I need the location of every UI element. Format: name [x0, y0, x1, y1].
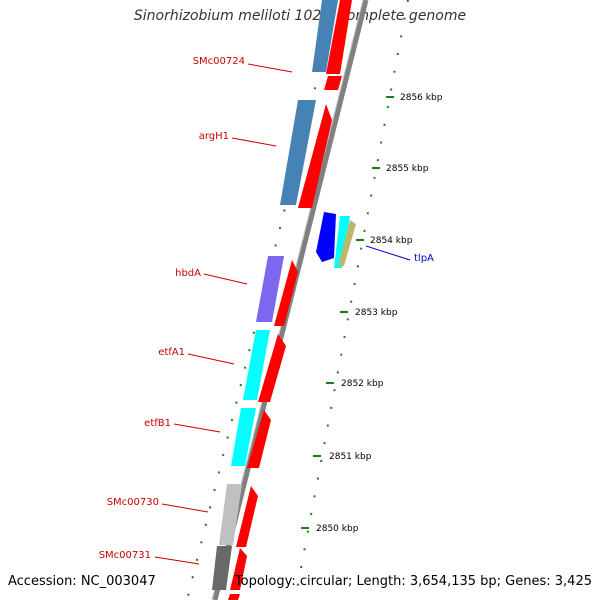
- map-title: Sinorhizobium meliloti 1021, complete ge…: [133, 8, 467, 24]
- ticks-track-right: [294, 0, 409, 600]
- feature-SMc00731: [212, 546, 232, 590]
- scale-label-2852: 2852 kbp: [341, 379, 384, 389]
- scale-label-2854: 2854 kbp: [370, 236, 413, 246]
- label-leaders: [154, 63, 411, 565]
- feature-forward-top: [326, 0, 352, 74]
- feature-forward-SMc00730: [236, 486, 258, 547]
- scale-label-2856: 2856 kbp: [400, 93, 443, 103]
- scale-ticks: [301, 96, 394, 529]
- gene-label-etfA1: etfA1: [158, 347, 185, 358]
- feature-cyan-small: [334, 216, 350, 268]
- feature-forward-small: [324, 76, 342, 90]
- accession-text: Accession: NC_003047: [8, 574, 156, 589]
- feature-blue-reverse: [316, 212, 336, 262]
- feature-forward-argH1: [298, 104, 332, 208]
- gene-label-SMc00724: SMc00724: [193, 56, 245, 67]
- feature-forward-etfB1: [247, 410, 271, 468]
- feature-forward-hbdA: [274, 260, 298, 326]
- gene-label-etfB1: etfB1: [144, 418, 171, 429]
- gene-label-argH1: argH1: [199, 131, 229, 142]
- scale-label-2851: 2851 kbp: [329, 452, 372, 462]
- gene-label-SMc00730: SMc00730: [107, 497, 159, 508]
- gene-label-hbdA: hbdA: [175, 268, 201, 279]
- gene-label-tlpA: tlpA: [414, 253, 434, 264]
- feature-etfB1: [231, 408, 256, 466]
- feature-forward-bottom: [228, 594, 240, 600]
- scale-label-2855: 2855 kbp: [386, 164, 429, 174]
- gene-label-SMc00731: SMc00731: [99, 550, 151, 561]
- scale-label-2853: 2853 kbp: [355, 308, 398, 318]
- feature-SMc00730: [219, 484, 242, 545]
- feature-forward-etfA1: [258, 334, 286, 402]
- scale-label-2850: 2850 kbp: [316, 524, 359, 534]
- feature-etfA1: [243, 330, 270, 400]
- feature-top-steelblue: [312, 0, 338, 72]
- genome-summary-text: Topology: circular; Length: 3,654,135 bp…: [234, 574, 592, 589]
- feature-tlpA: [338, 220, 356, 266]
- feature-argH1: [280, 100, 316, 205]
- feature-hbdA: [256, 256, 284, 322]
- feature-forward-SMc00731: [230, 548, 247, 590]
